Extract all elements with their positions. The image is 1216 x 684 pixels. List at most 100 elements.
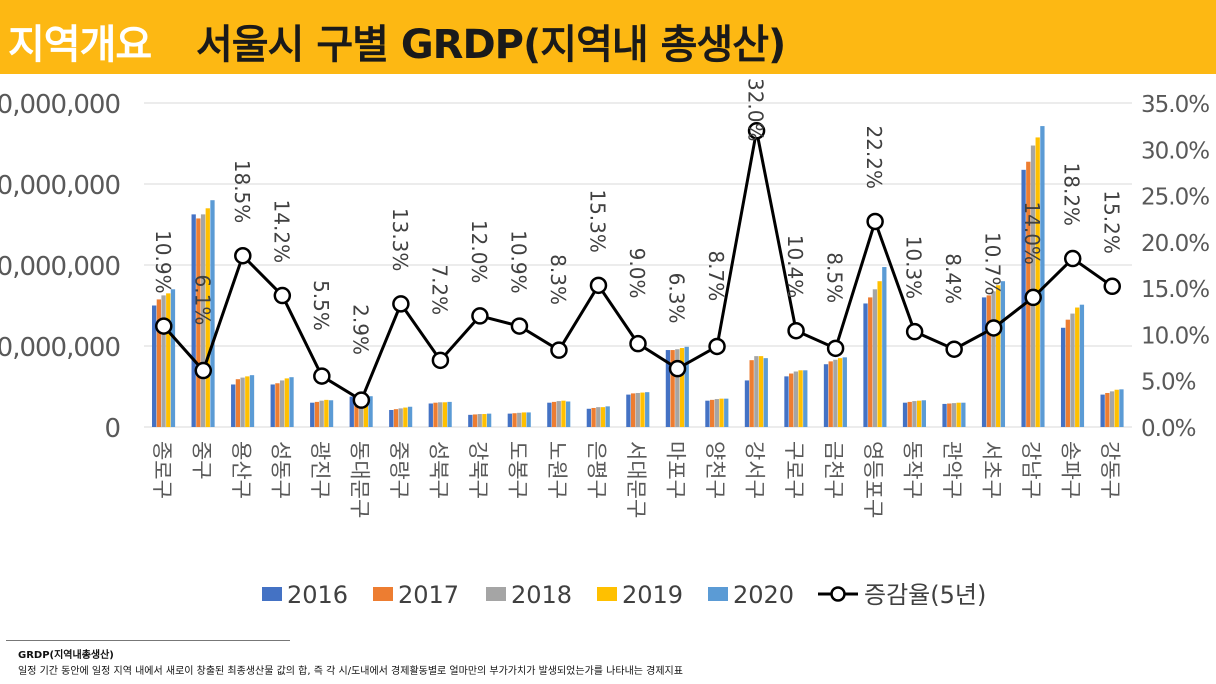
bar-2020 [566,401,571,427]
x-category-label: 서대문구 [624,441,648,518]
x-category-label: 은평구 [584,441,608,499]
legend-label-2019: 2019 [622,581,683,609]
y-right-tick-label: 10.0% [1141,323,1209,349]
y-right-tick-label: 25.0% [1141,185,1209,211]
bar-2017 [670,350,675,427]
bar-2020 [1079,304,1085,427]
rate-data-label: 5.5% [309,280,333,331]
bar-2019 [1075,307,1080,427]
bar-2016 [665,350,671,427]
bar-2019 [561,400,566,427]
rate-data-label: 10.7% [981,232,1005,296]
bar-2017 [789,373,794,427]
bar-2020 [249,375,255,427]
rate-marker [510,317,529,335]
bar-2017 [275,383,280,427]
rate-data-label: 12.0% [467,220,491,284]
rate-data-label: 2.9% [348,304,372,355]
bar-2019 [758,356,764,427]
bar-2018 [635,392,640,427]
bar-2019 [166,293,171,427]
x-category-label: 도봉구 [505,441,529,499]
bar-2017 [551,401,557,427]
y-right-tick-label: 20.0% [1141,231,1209,257]
bar-2019 [324,399,329,427]
rate-marker [273,286,292,305]
bar-2019 [640,392,645,427]
bar-2018 [438,402,443,427]
x-category-label: 금천구 [822,441,846,499]
rate-data-label: 10.9% [151,230,175,294]
bar-2017 [828,361,833,427]
bar-2018 [675,349,680,427]
bar-2019 [956,402,961,427]
footnote-text: 일정 기간 동안에 일정 지역 내에서 새로이 창출된 최종생산물 값의 합, … [18,666,683,677]
bar-2017 [433,402,438,427]
rate-data-label: 15.3% [585,189,609,253]
bar-2016 [547,402,552,427]
bar-2017 [709,399,715,427]
page-title: 서울시 구별 GRDP(지역내 총생산) [196,22,786,68]
rate-marker [352,391,371,409]
bar-2018 [240,377,245,427]
bar-2016 [191,214,196,427]
bar-2020 [724,398,729,427]
bar-2019 [521,412,527,427]
x-category-label: 성북구 [426,441,450,499]
bar-2020 [842,357,847,427]
bar-2019 [482,414,487,427]
x-category-label: 용산구 [229,441,253,499]
bar-2018 [1030,145,1036,427]
rate-data-label: 22.2% [862,125,886,189]
bar-2019 [1114,389,1119,427]
rate-marker [550,341,568,359]
bar-2019 [363,395,369,427]
rate-data-label: 18.2% [1060,163,1084,227]
x-category-label: 광진구 [308,441,332,499]
x-category-label: 강동구 [1098,441,1122,499]
bar-2019 [284,378,289,427]
bar-2017 [314,401,320,427]
y-left-tick-label: 80,000,000 [0,90,120,120]
bar-2017 [393,409,399,427]
legend-swatch-2020 [708,587,728,601]
bar-2016 [902,402,908,427]
bar-2018 [991,291,996,427]
bar-2020 [763,358,768,427]
bar-2020 [210,200,215,427]
bar-2017 [156,299,162,427]
legend-rate-marker [830,586,846,602]
bar-2016 [428,403,433,427]
x-category-label: 강서구 [743,441,767,499]
bar-2016 [1021,169,1026,427]
bar-2016 [349,396,354,427]
bar-2018 [517,412,522,427]
bar-2017 [472,414,478,427]
title-prefix: 지역개요 [8,22,152,68]
rate-data-label: 8.3% [546,254,570,305]
bar-2020 [1000,281,1006,427]
bar-2020 [1040,126,1045,428]
rate-marker [826,339,845,358]
x-category-label: 강북구 [466,441,490,499]
bar-2020 [289,377,294,427]
x-category-label: 마포구 [664,441,688,499]
bar-2016 [784,376,789,427]
title-banner: 지역개요 서울시 구별 GRDP(지역내 총생산) [0,0,1216,74]
x-category-label: 노원구 [545,441,569,499]
bar-2019 [916,400,922,427]
x-category-label: 관악구 [940,441,964,499]
rate-marker [1063,249,1082,268]
bar-2016 [744,380,750,427]
rate-marker [589,276,608,295]
x-category-label: 송파구 [1059,441,1083,499]
legend-swatch-2017 [373,587,393,601]
bar-2016 [626,394,631,427]
rate-marker [787,321,805,340]
bar-2020 [605,406,610,427]
y-right-tick-label: 35.0% [1141,92,1209,118]
bar-2018 [161,295,166,427]
bar-2018 [951,403,957,427]
legend-label-rate: 증감율(5년) [864,581,986,609]
x-category-label: 중랑구 [387,441,411,499]
